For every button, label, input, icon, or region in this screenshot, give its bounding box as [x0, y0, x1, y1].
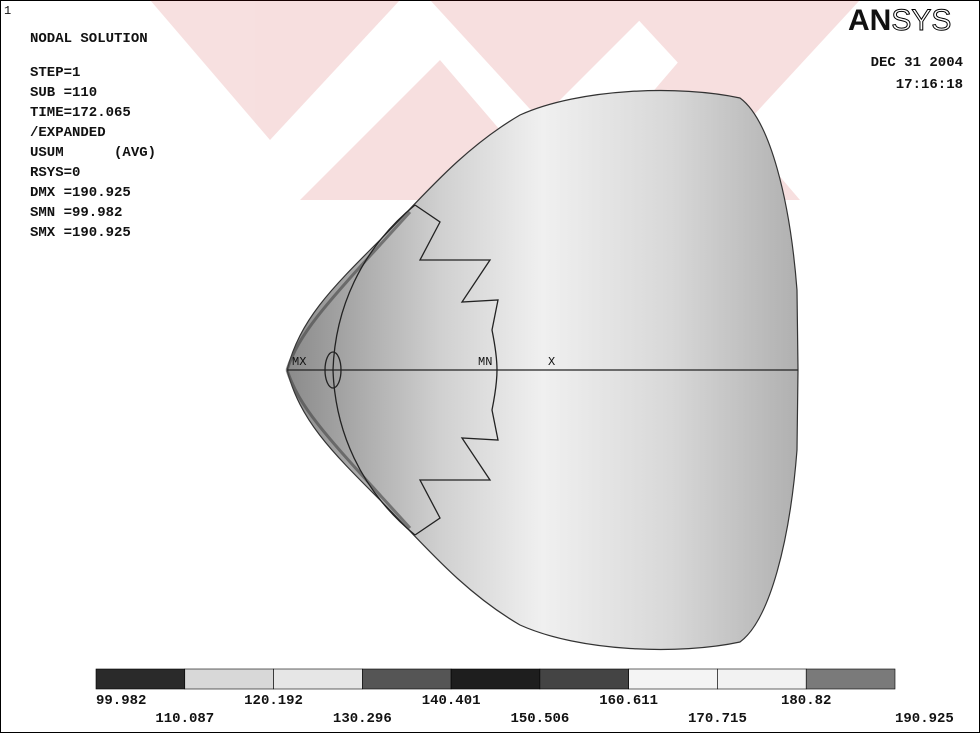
legend-band	[274, 669, 363, 689]
legend-label: 130.296	[333, 711, 392, 727]
time: 17:16:18	[896, 77, 963, 93]
axis-label: X	[548, 355, 555, 369]
header-line: TIME=172.065	[30, 105, 131, 121]
header-line: RSYS=0	[30, 165, 80, 181]
logo: ANSYS	[848, 4, 951, 37]
legend-label: 170.715	[688, 711, 747, 727]
legend-band	[96, 669, 185, 689]
min-label: MN	[478, 355, 492, 369]
legend-label: 140.401	[422, 693, 481, 709]
legend-label: 99.982	[96, 693, 146, 709]
plot-title: NODAL SOLUTION	[30, 31, 148, 47]
header-line: DMX =190.925	[30, 185, 131, 201]
legend-label: 180.82	[781, 693, 831, 709]
header-line: /EXPANDED	[30, 125, 106, 141]
legend-band	[185, 669, 274, 689]
logo-outline: SYS	[891, 4, 951, 37]
logo-bold: AN	[848, 4, 891, 37]
legend-label: 150.506	[510, 711, 569, 727]
header-line: USUM (AVG)	[30, 145, 156, 161]
header-line: SMX =190.925	[30, 225, 131, 241]
header-line: SUB =110	[30, 85, 97, 101]
legend-band	[717, 669, 806, 689]
legend-band	[540, 669, 629, 689]
ansys-window: 1 NODAL SOLUTION STEP=1 SUB =110 TIME=172.…	[0, 0, 980, 733]
legend-band	[362, 669, 451, 689]
window-number: 1	[4, 4, 11, 18]
legend-label: 110.087	[155, 711, 214, 727]
legend-label: 190.925	[895, 711, 954, 727]
legend-label: 160.611	[599, 693, 658, 709]
max-label: MX	[292, 355, 306, 369]
legend-label: 120.192	[244, 693, 303, 709]
header-line: SMN =99.982	[30, 205, 122, 221]
legend-band	[451, 669, 540, 689]
date: DEC 31 2004	[871, 55, 963, 71]
header-line: STEP=1	[30, 65, 80, 81]
legend-band	[629, 669, 718, 689]
legend-band	[806, 669, 895, 689]
